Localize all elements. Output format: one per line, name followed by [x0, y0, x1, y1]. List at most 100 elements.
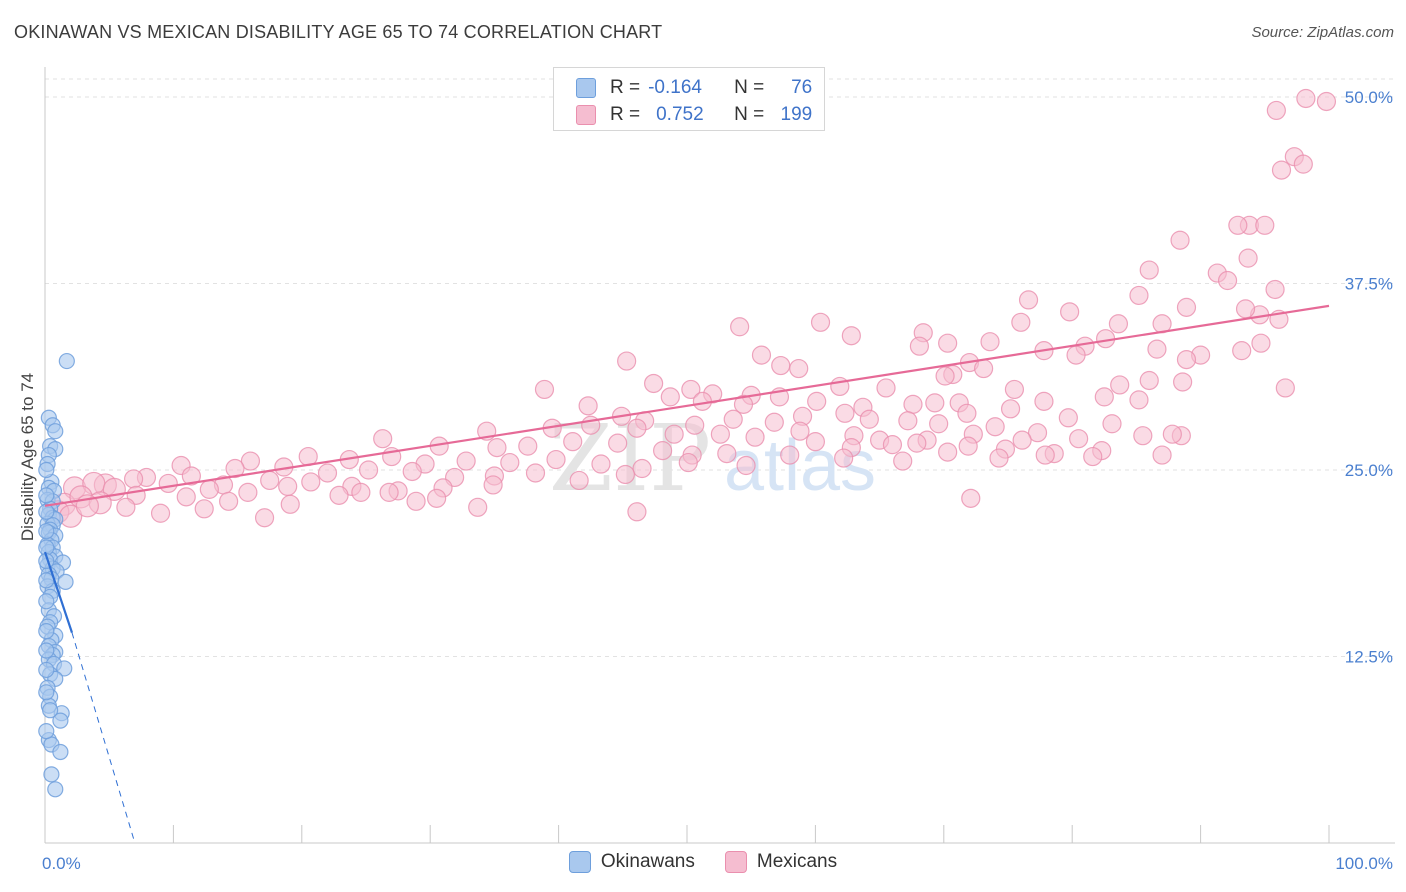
mexican-point	[789, 358, 809, 379]
mexican-point	[685, 415, 705, 435]
mexican-point	[1069, 429, 1089, 449]
mexican-point	[876, 378, 896, 398]
okinawan-point	[38, 503, 55, 520]
mexican-point	[358, 460, 379, 480]
mexican-point	[591, 454, 611, 474]
mexican-swatch	[576, 105, 596, 125]
mexican-point	[468, 497, 488, 517]
mexican-point	[1275, 378, 1295, 398]
mexican-point	[974, 358, 994, 379]
mexican-point	[1034, 391, 1054, 411]
mexican-point	[176, 487, 196, 507]
okinawan-swatch	[576, 78, 596, 98]
legend-label-mexicans: Mexicans	[756, 851, 838, 872]
mexican-point	[351, 482, 371, 502]
mexican-point	[123, 469, 144, 489]
mexican-point	[1027, 423, 1048, 443]
mexican-point	[730, 317, 750, 337]
mexican-point	[1110, 375, 1130, 395]
mexican-point	[254, 508, 275, 528]
legend-n-label: N =	[734, 77, 765, 98]
mexican-point	[534, 379, 555, 400]
mexican-point	[406, 491, 426, 511]
mexican-point	[985, 417, 1005, 437]
mexican-point	[1265, 279, 1285, 300]
mexican-trend-line	[44, 304, 1330, 507]
mexican-point	[1035, 445, 1055, 465]
mexican-point	[225, 458, 245, 479]
mexican-point	[1139, 260, 1159, 280]
mexican-point	[632, 458, 652, 479]
mexican-point	[1004, 379, 1025, 400]
mexican-point	[1094, 387, 1114, 407]
trend-lines	[43, 304, 1330, 844]
mexican-point	[500, 452, 520, 473]
mexican-point	[402, 461, 422, 482]
mexican-point	[751, 345, 772, 365]
okinawan-trend-line	[43, 551, 74, 633]
mexican-point	[427, 488, 447, 508]
mexican-point	[723, 409, 743, 429]
x-tick-label: 0.0%	[42, 854, 81, 873]
mexican-point	[1232, 341, 1252, 361]
mexican-point	[859, 409, 879, 429]
mexican-point	[790, 421, 810, 441]
mexican-point	[1176, 297, 1197, 317]
mexican-point	[1058, 408, 1078, 428]
mexican-point	[1162, 424, 1182, 444]
mexican-point	[1129, 285, 1149, 306]
okinawan-point	[57, 573, 74, 591]
tick-labels: 12.5% 25.0% 37.5% 50.0% 0.0% 100.0%	[42, 88, 1393, 873]
mexican-point	[278, 476, 298, 497]
correlation-legend: R = -0.164 N = 76 R = 0.752 N = 199	[553, 67, 825, 131]
mexican-point	[807, 391, 827, 411]
series-legend: Okinawans Mexicans	[0, 851, 1406, 873]
mexican-point	[1251, 333, 1271, 353]
mexican-point	[546, 449, 566, 470]
mexican-point	[841, 326, 861, 346]
mexican-point	[882, 435, 903, 455]
mexican-point	[150, 503, 171, 523]
mexican-point	[957, 403, 977, 423]
mexican-point	[736, 455, 756, 476]
chart-title: OKINAWAN VS MEXICAN DISABILITY AGE 65 TO…	[14, 22, 663, 42]
mexican-point	[563, 432, 583, 452]
mexican-point	[961, 488, 981, 508]
mexican-point	[487, 438, 507, 458]
mexican-point	[1000, 399, 1021, 419]
mexican-point	[1255, 215, 1275, 235]
mexican-point	[771, 355, 791, 376]
y-tick-label: 12.5%	[1345, 648, 1393, 667]
legend-item-mexicans[interactable]: Mexicans	[724, 851, 838, 873]
legend-n-value-okinawans: 76	[791, 77, 813, 98]
mexican-point	[664, 424, 684, 444]
mexican-point	[1238, 248, 1258, 268]
mexican-point	[1228, 215, 1248, 235]
source-label: Source: ZipAtlas.com	[1251, 24, 1394, 41]
mexican-point	[1173, 372, 1193, 392]
okinawan-point	[43, 766, 60, 783]
y-tick-label: 37.5%	[1345, 275, 1393, 294]
okinawan-point	[38, 661, 55, 679]
mexican-point	[710, 424, 730, 444]
legend-r-label: R =	[610, 77, 641, 98]
mexican-point	[898, 411, 918, 431]
mexican-point	[1083, 446, 1103, 467]
mexican-point	[733, 394, 754, 414]
legend-row-mexicans: R = 0.752 N = 199	[576, 103, 812, 127]
okinawan-point	[58, 352, 75, 370]
mexican-point	[525, 463, 546, 483]
mexican-point	[1271, 160, 1292, 180]
mexican-point	[678, 452, 698, 473]
legend-item-okinawans[interactable]: Okinawans	[568, 851, 695, 873]
mexican-point	[260, 470, 280, 491]
mexican-point	[569, 470, 589, 491]
okinawan-points	[38, 352, 75, 798]
mexican-point	[615, 464, 635, 485]
mexican-point	[810, 312, 831, 332]
mexican-point	[240, 451, 261, 471]
okinawan-point	[38, 684, 55, 701]
mexican-point	[893, 451, 913, 471]
mexican-point	[1102, 414, 1122, 434]
mexican-point	[1133, 426, 1153, 446]
